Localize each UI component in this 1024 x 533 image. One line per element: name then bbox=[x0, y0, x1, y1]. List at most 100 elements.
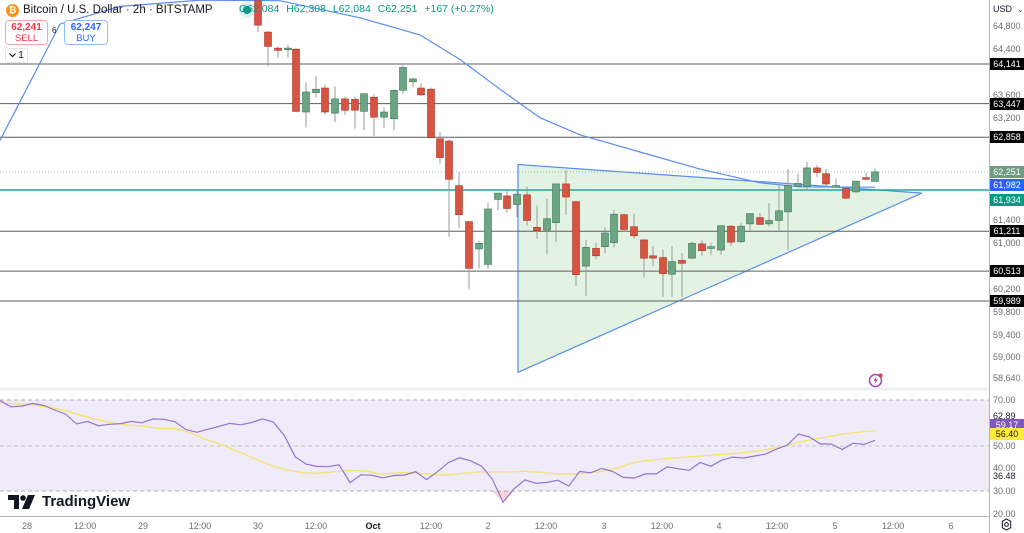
candlestick bbox=[503, 190, 511, 213]
candle-body bbox=[668, 261, 676, 275]
indicators-collapse-button[interactable]: 1 bbox=[5, 48, 28, 63]
candle-body bbox=[417, 87, 425, 96]
candle-body bbox=[620, 214, 628, 230]
candle-body bbox=[370, 96, 378, 118]
chart-canvas[interactable] bbox=[0, 0, 989, 516]
settings-gear-icon[interactable] bbox=[1000, 518, 1013, 531]
candlestick bbox=[331, 86, 339, 123]
indicator-count: 1 bbox=[18, 50, 24, 61]
candlestick bbox=[620, 213, 628, 232]
candle-body bbox=[445, 140, 453, 180]
time-label: 12:00 bbox=[881, 521, 905, 531]
candlestick bbox=[284, 44, 292, 58]
candlestick bbox=[360, 93, 368, 131]
candlestick bbox=[649, 246, 657, 267]
candle-body bbox=[822, 173, 830, 185]
candle-body bbox=[465, 221, 473, 269]
candlestick bbox=[274, 46, 282, 58]
moving-average-line bbox=[0, 0, 876, 188]
buy-button[interactable]: 62,247 BUY bbox=[64, 20, 108, 45]
ohlc-close: C62,251 bbox=[377, 3, 418, 15]
candlestick bbox=[871, 168, 879, 182]
candlestick bbox=[572, 201, 580, 287]
candlestick bbox=[678, 253, 686, 297]
candlestick bbox=[475, 241, 483, 269]
candle-body bbox=[765, 220, 773, 225]
candlestick bbox=[688, 241, 696, 260]
candle-body bbox=[436, 138, 444, 158]
rsi-value-tag: 56.40 bbox=[990, 427, 1024, 440]
symbol-header[interactable]: ₿ Bitcoin / U.S. Dollar · 2h · BITSTAMP bbox=[6, 2, 265, 18]
price-tag: 61,982 bbox=[990, 179, 1024, 192]
candle-body bbox=[572, 201, 580, 276]
candlestick bbox=[533, 205, 541, 239]
candlestick bbox=[312, 76, 320, 98]
candlestick bbox=[803, 161, 811, 190]
price-tick: 61,400 bbox=[993, 215, 1021, 226]
time-label: 5 bbox=[832, 521, 838, 531]
rsi-tick: 20.00 bbox=[993, 508, 1016, 519]
candlestick bbox=[264, 31, 272, 67]
candlestick bbox=[543, 198, 551, 254]
candlestick bbox=[610, 210, 618, 248]
rsi-line bbox=[0, 400, 876, 504]
candlestick bbox=[562, 169, 570, 215]
candlestick bbox=[523, 186, 531, 226]
candlestick bbox=[668, 246, 676, 297]
candle-body bbox=[331, 98, 339, 114]
candlestick bbox=[455, 172, 463, 228]
rsi-ma-line bbox=[0, 402, 876, 476]
price-tick: 58,640 bbox=[993, 372, 1021, 383]
candlestick bbox=[698, 240, 706, 256]
sell-button[interactable]: 62,241 SELL bbox=[5, 20, 48, 45]
tradingview-logo[interactable]: TradingView bbox=[8, 493, 130, 510]
market-status-dot bbox=[242, 6, 251, 14]
candle-body bbox=[455, 185, 463, 216]
candlestick bbox=[552, 183, 560, 243]
candlestick bbox=[592, 242, 600, 260]
candle-body bbox=[794, 183, 802, 187]
candlestick bbox=[436, 132, 444, 164]
buy-price: 62,247 bbox=[70, 21, 102, 33]
currency-selector[interactable]: USD ⌄ bbox=[993, 4, 1023, 14]
price-pane bbox=[0, 0, 989, 374]
time-label: 29 bbox=[137, 521, 149, 531]
candle-body bbox=[264, 31, 272, 47]
candle-body bbox=[601, 232, 609, 247]
rsi-pane bbox=[0, 400, 876, 504]
candle-body bbox=[813, 167, 821, 173]
candlestick bbox=[775, 184, 783, 231]
price-tick: 59,400 bbox=[993, 329, 1021, 340]
candle-body bbox=[717, 225, 725, 251]
candle-body bbox=[610, 213, 618, 243]
price-tick: 61,000 bbox=[993, 238, 1021, 249]
candle-body bbox=[640, 239, 648, 259]
candle-body bbox=[698, 243, 706, 251]
candle-body bbox=[494, 192, 502, 200]
candle-body bbox=[292, 48, 300, 112]
time-label: 2 bbox=[485, 521, 491, 531]
price-tag: 63,447 bbox=[990, 97, 1024, 110]
sell-price: 62,241 bbox=[11, 21, 42, 33]
candle-body bbox=[399, 67, 407, 91]
candle-body bbox=[409, 78, 417, 83]
ohlc-open: O62,084 bbox=[239, 3, 280, 15]
buy-label: BUY bbox=[76, 32, 96, 44]
lightning-alert-icon[interactable] bbox=[868, 372, 884, 388]
candlestick bbox=[465, 221, 473, 289]
candle-body bbox=[302, 91, 310, 113]
candle-body bbox=[321, 87, 329, 113]
candlestick bbox=[321, 84, 329, 115]
rsi-value-tag: 59.17 bbox=[990, 418, 1024, 431]
price-tag: 61,211 bbox=[990, 225, 1024, 238]
time-label: 6 bbox=[948, 521, 954, 531]
candle-body bbox=[360, 93, 368, 112]
candle-body bbox=[427, 88, 435, 138]
candlestick bbox=[445, 139, 453, 237]
candlestick bbox=[292, 48, 300, 112]
price-tick: 63,600 bbox=[993, 89, 1021, 100]
time-axis[interactable] bbox=[0, 516, 989, 533]
candle-body bbox=[678, 260, 686, 264]
time-label: 28 bbox=[21, 521, 33, 531]
currency-label: USD bbox=[993, 4, 1013, 14]
